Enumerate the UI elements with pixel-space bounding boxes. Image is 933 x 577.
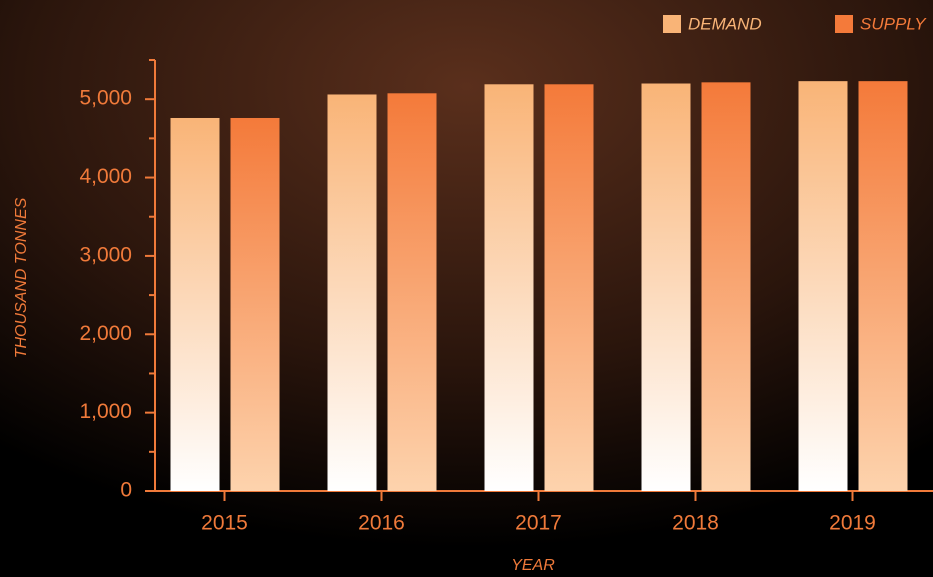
x-tick-label: 2016 [358, 512, 405, 535]
y-tick-label: 1,000 [79, 400, 132, 423]
legend-swatch [663, 15, 681, 33]
y-axis-label: THOUSAND TONNES [13, 197, 30, 358]
bar [327, 94, 377, 491]
legend-swatch [835, 15, 853, 33]
bar [701, 82, 751, 492]
bar [544, 84, 594, 491]
y-tick-label: 3,000 [79, 243, 132, 266]
x-tick-label: 2017 [515, 512, 562, 535]
bar [387, 93, 437, 492]
y-tick-label: 2,000 [79, 322, 132, 345]
y-tick-label: 5,000 [79, 87, 132, 110]
legend-label: SUPPLY [860, 14, 927, 33]
bar [858, 81, 908, 492]
x-tick-label: 2015 [201, 512, 248, 535]
legend-label: DEMAND [688, 14, 762, 33]
bar [641, 83, 691, 491]
x-tick-label: 2018 [672, 512, 719, 535]
y-tick-label: 0 [120, 479, 132, 502]
bar [230, 117, 280, 492]
y-tick-label: 4,000 [79, 165, 132, 188]
bar [484, 84, 534, 491]
bar [798, 81, 848, 492]
bar [170, 117, 220, 492]
x-tick-label: 2019 [829, 512, 876, 535]
x-axis-label: YEAR [511, 557, 555, 574]
